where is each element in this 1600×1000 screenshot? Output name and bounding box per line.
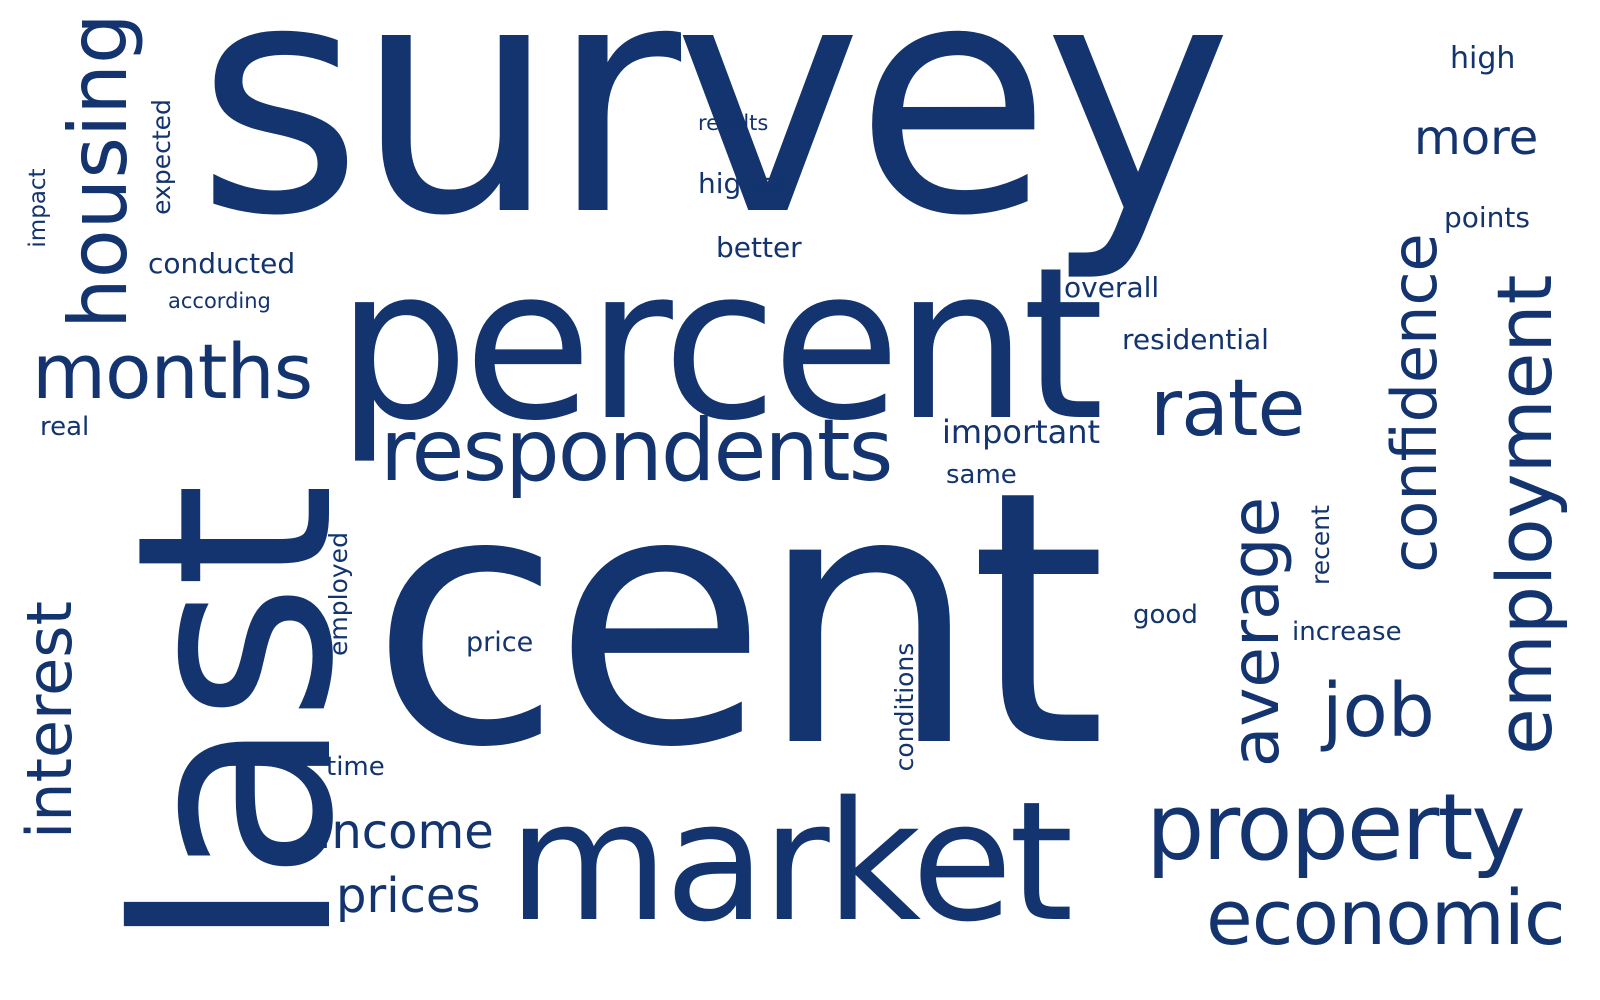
word-more: more	[1414, 110, 1539, 166]
word-conducted: conducted	[148, 247, 296, 280]
word-housing: housing	[52, 13, 145, 329]
word-time: time	[326, 752, 385, 782]
word-points: points	[1444, 201, 1530, 234]
word-percent: percent	[336, 222, 1104, 467]
word-employment: employment	[1480, 274, 1569, 755]
word-survey: survey	[196, 0, 1233, 286]
word-average: average	[1217, 496, 1294, 768]
word-price: price	[466, 627, 534, 658]
word-economic: economic	[1206, 873, 1566, 962]
word-higher: higher	[698, 167, 788, 200]
word-prices: prices	[336, 868, 481, 924]
word-recent: recent	[1306, 505, 1335, 585]
word-interest: interest	[13, 601, 86, 839]
word-increase: increase	[1292, 617, 1402, 647]
word-high: high	[1450, 41, 1516, 76]
word-real: real	[40, 412, 90, 442]
word-respondents: respondents	[380, 401, 893, 501]
word-residential: residential	[1122, 323, 1269, 356]
word-job: job	[1322, 668, 1435, 754]
word-property: property	[1146, 774, 1526, 881]
word-rate: rate	[1150, 364, 1305, 454]
word-results: results	[698, 111, 769, 135]
word-cent: cent	[370, 416, 1107, 824]
word-employed: employed	[324, 532, 353, 656]
word-expected: expected	[147, 99, 176, 215]
word-income: income	[318, 804, 494, 860]
word-impact: impact	[25, 168, 51, 248]
word-important: important	[942, 413, 1101, 451]
word-overall: overall	[1064, 271, 1160, 304]
word-better: better	[716, 231, 802, 264]
word-same: same	[946, 460, 1017, 490]
word-confidence: confidence	[1378, 233, 1451, 573]
word-market: market	[508, 766, 1074, 958]
word-conditions: conditions	[890, 642, 919, 772]
word-good: good	[1133, 600, 1198, 630]
word-months: months	[32, 327, 313, 416]
word-according: according	[168, 289, 271, 313]
